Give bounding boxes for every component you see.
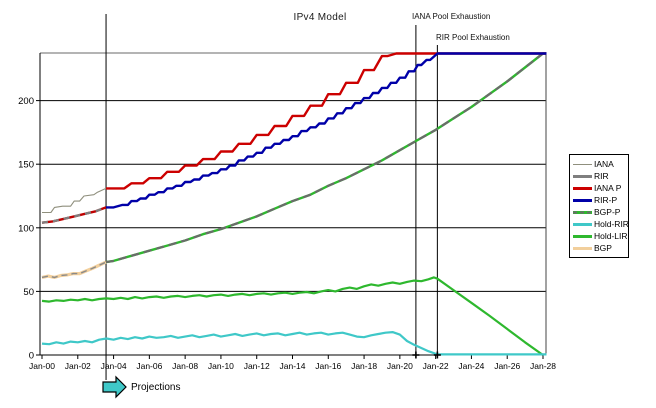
x-tick-label: Jan-14 — [280, 361, 306, 371]
legend-item-iana: IANA — [573, 158, 626, 170]
series-bgp — [41, 260, 107, 279]
x-tick-label: Jan-00 — [29, 361, 55, 371]
legend-item-label: BGP-P — [594, 207, 621, 217]
series-hold-rir — [41, 331, 547, 356]
legend-item-rir: RIR — [573, 170, 626, 182]
series-hold-lir — [41, 276, 544, 356]
legend-swatch — [573, 163, 592, 165]
x-tick-label: Jan-26 — [494, 361, 520, 371]
x-tick-label: Jan-24 — [458, 361, 484, 371]
x-tick-label: Jan-20 — [387, 361, 413, 371]
x-tick-label: Jan-28 — [530, 361, 556, 371]
y-tick-label: 200 — [18, 96, 34, 107]
series-bgp-p — [105, 52, 547, 264]
x-tick-label: Jan-08 — [172, 361, 198, 371]
x-tick-label: Jan-02 — [65, 361, 91, 371]
x-tick-label: Jan-22 — [423, 361, 449, 371]
y-tick-label: 50 — [23, 287, 34, 298]
legend-item-label: Hold-LIR — [594, 231, 628, 241]
series-rir — [41, 206, 107, 224]
series-overlay-bgp — [41, 261, 107, 279]
series-overlay-bgp-p — [105, 52, 547, 264]
y-tick-label: 150 — [18, 160, 34, 171]
projections-arrow-icon — [102, 375, 127, 399]
legend-item-hold-lir: Hold-LIR — [573, 230, 628, 242]
legend-item-label: RIR — [594, 171, 609, 181]
y-tick-label: 0 — [29, 351, 34, 362]
chart-title: IPv4 Model — [293, 12, 347, 23]
annotation-rir-pool-exhaustion: RIR Pool Exhaustion — [436, 33, 510, 42]
legend-swatch — [573, 186, 592, 190]
legend-item-label: IANA P — [594, 183, 622, 193]
x-tick-label: Jan-04 — [101, 361, 127, 371]
annotation-iana-pool-exhaustion: IANA Pool Exhaustion — [412, 12, 491, 21]
legend-item-rir-p: RIR-P — [573, 194, 626, 206]
x-tick-label: Jan-12 — [244, 361, 270, 371]
legend-swatch — [573, 210, 592, 214]
legend-swatch — [573, 234, 592, 238]
legend-swatch — [573, 246, 592, 250]
x-tick-label: Jan-10 — [208, 361, 234, 371]
series-iana-p — [106, 52, 547, 190]
x-tick-label: Jan-18 — [351, 361, 377, 371]
series-rir-p — [106, 52, 547, 209]
legend-item-bgp: BGP — [573, 242, 626, 254]
legend-swatch — [573, 174, 592, 178]
legend-item-hold-rir: Hold-RIR — [573, 218, 629, 230]
legend-swatch — [573, 198, 592, 202]
x-tick-label: Jan-06 — [136, 361, 162, 371]
y-tick-label: 100 — [18, 223, 34, 234]
legend-item-iana-p: IANA P — [573, 182, 626, 194]
legend-swatch — [573, 222, 592, 226]
legend-item-label: BGP — [594, 243, 612, 253]
x-tick-label: Jan-16 — [315, 361, 341, 371]
legend-item-label: IANA — [594, 159, 614, 169]
chart-legend: IANA RIR IANA P RIR-P BGP-P Hold-RIR Hold-LIR B… — [569, 154, 629, 258]
projections-annotation: Projections — [100, 372, 180, 402]
legend-item-label: Hold-RIR — [594, 219, 629, 229]
series-iana — [42, 187, 107, 214]
projections-label: Projections — [131, 381, 181, 393]
legend-item-bgp-p: BGP-P — [573, 206, 626, 218]
legend-item-label: RIR-P — [594, 195, 618, 205]
